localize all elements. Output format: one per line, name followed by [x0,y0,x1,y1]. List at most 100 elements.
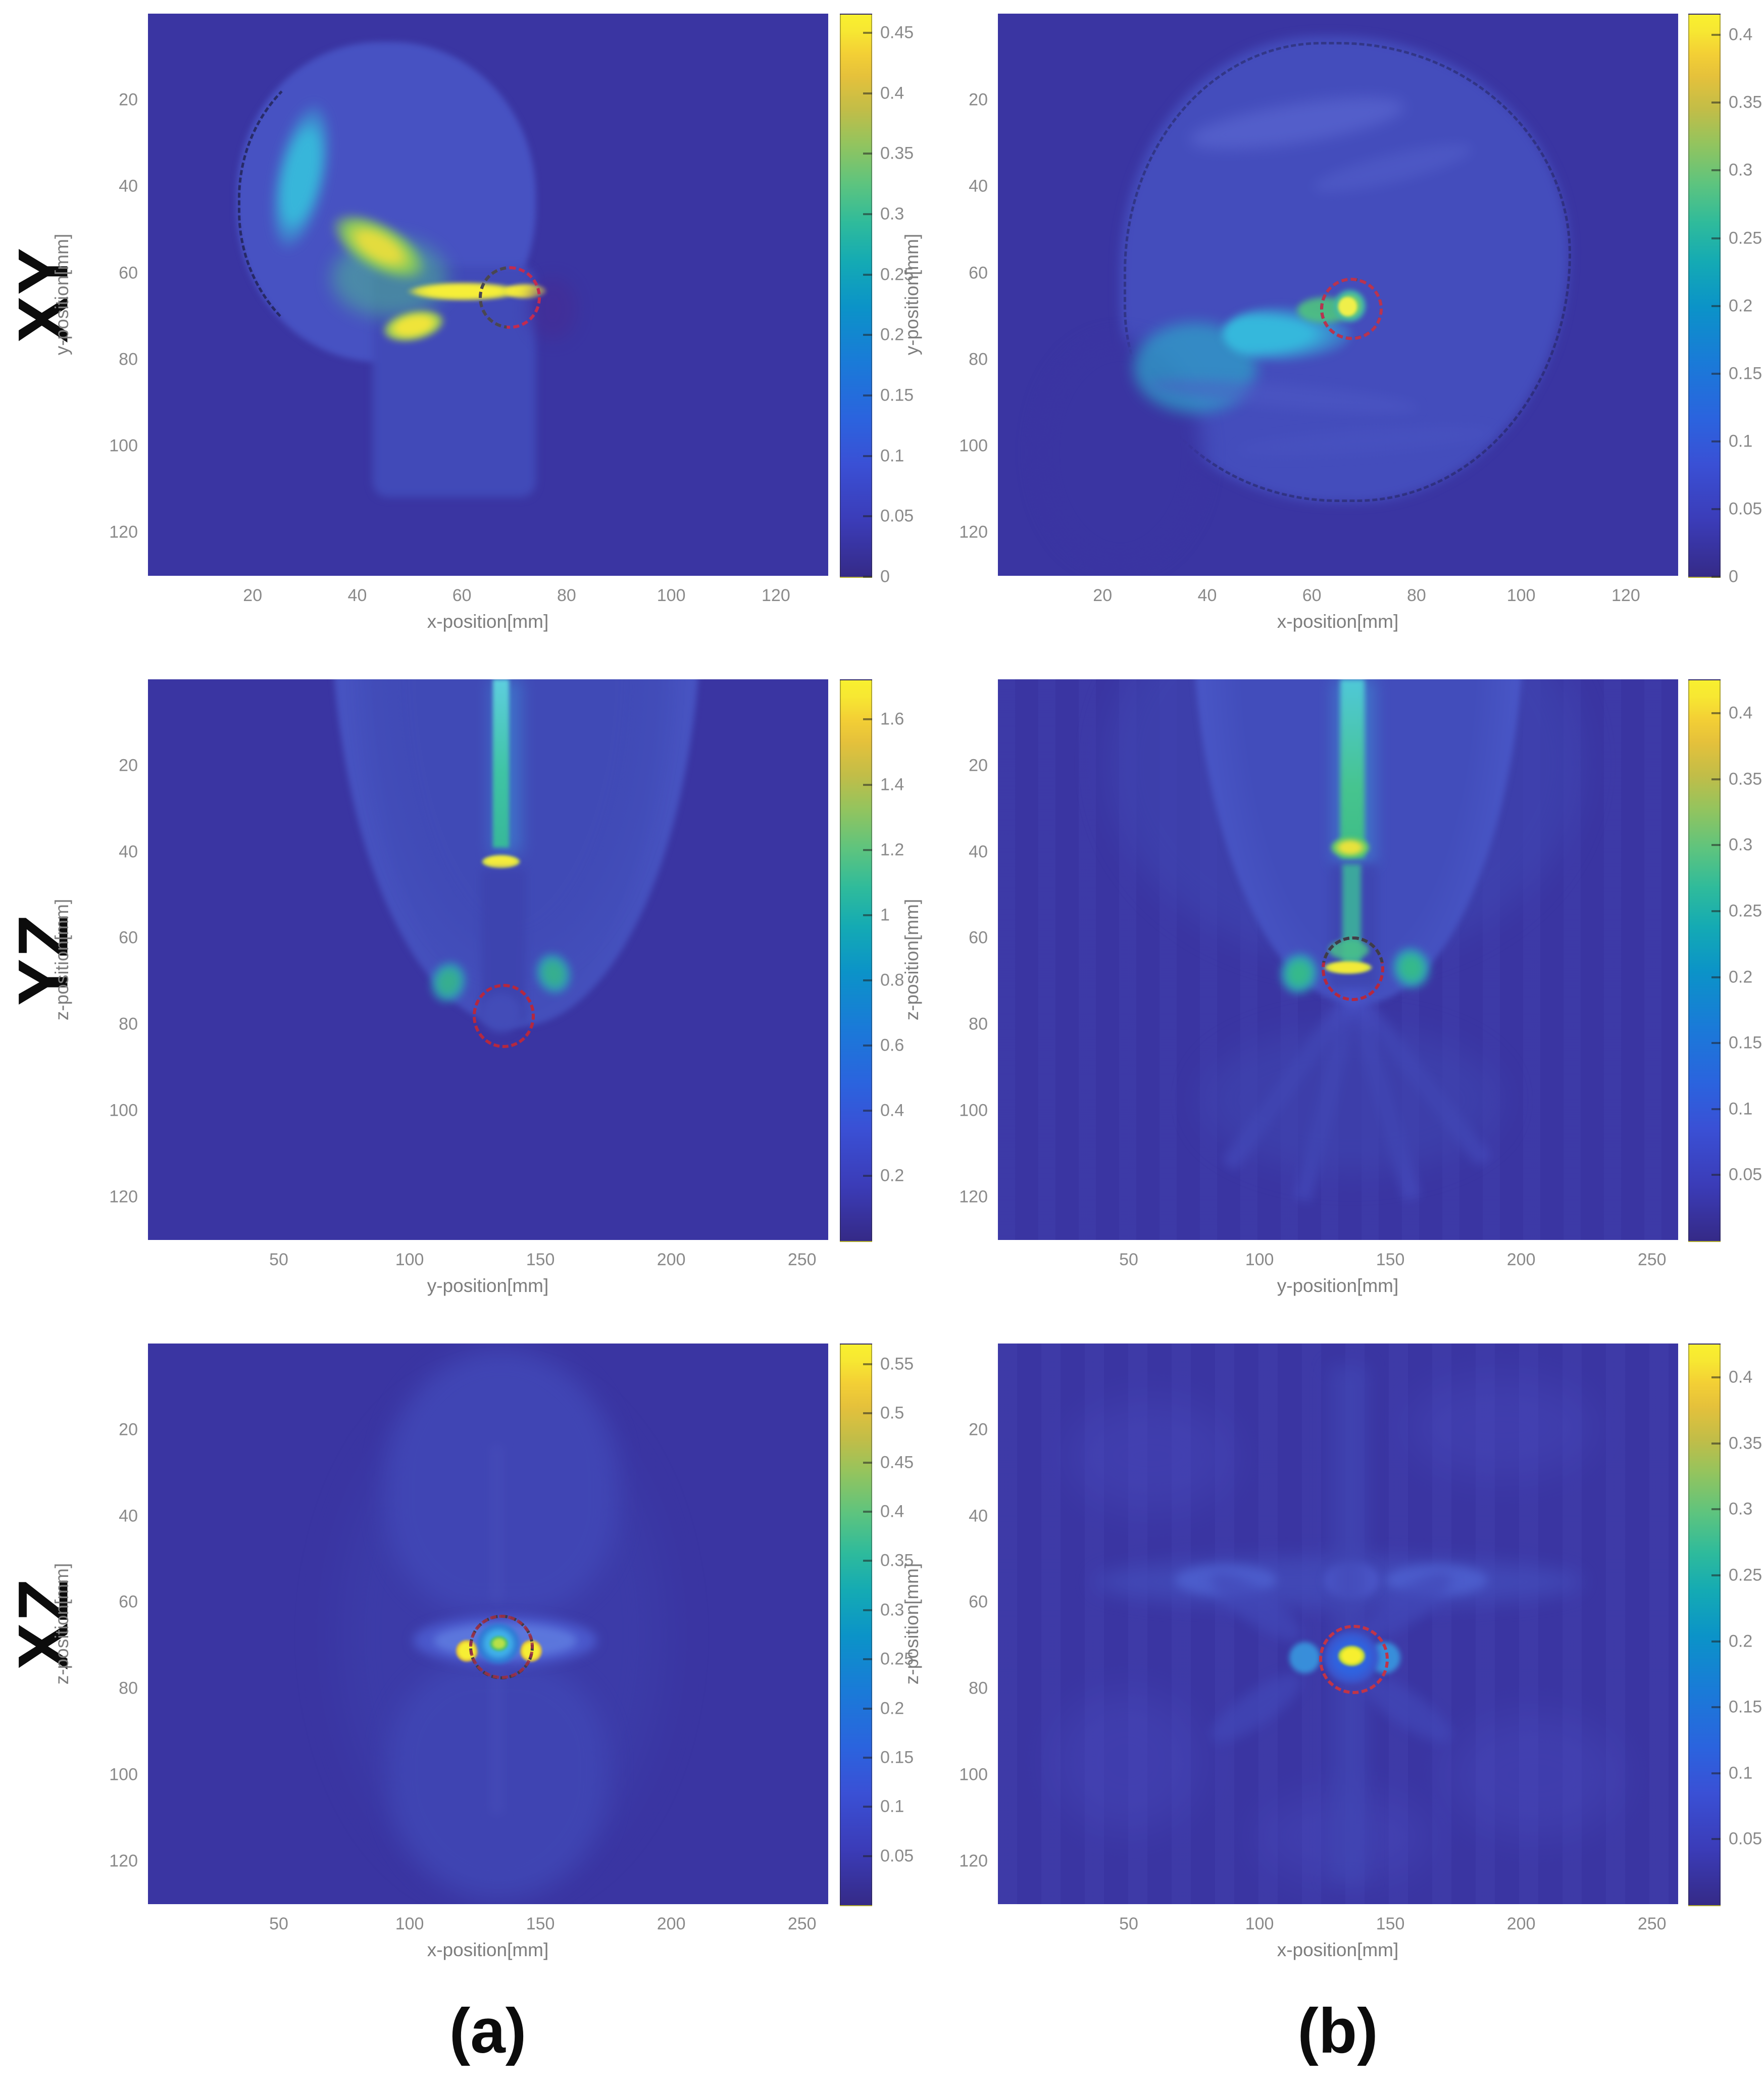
heat-region [1202,1027,1501,1173]
colorbar-tick-label: 0.1 [880,446,904,466]
x-tick-label: 20 [1093,586,1113,605]
colorbar-tick-mark [1711,305,1721,307]
y-tick-label: 60 [119,263,138,283]
colorbar-tick-mark [863,576,872,578]
heat-region [490,1444,504,1602]
y-tick-label: 20 [969,756,988,775]
x-tick-label: 100 [395,1914,424,1933]
colorbar-ticks: 0.45 0.4 0.35 0.3 0.25 0.2 0.15 0.1 0.05 0 [841,15,914,586]
x-axis-label: y-position[mm] [427,1275,549,1296]
x-tick-label: 50 [1119,1250,1138,1269]
x-tick-label: 50 [1119,1914,1138,1933]
x-tick-label: 250 [787,1914,817,1933]
target-circle [1319,1625,1389,1694]
heat-region [1406,1377,1597,1478]
colorbar-tick-mark [863,783,872,786]
colorbar-tick-label: 0.4 [1729,1367,1753,1387]
colorbar-tick-label: 0.15 [1729,1033,1762,1053]
colorbar-tick-label: 0.05 [1729,499,1762,519]
y-tick-label: 20 [969,1420,988,1439]
colorbar-tick-mark [863,455,872,457]
colorbar-tick-label: 0.2 [1729,1631,1753,1651]
colorbar-tick-mark [1711,1442,1721,1445]
colorbar-tick-mark [1711,440,1721,442]
colorbar-tick-mark [1711,1508,1721,1511]
x-tick-label: 20 [243,586,263,605]
colorbar: 0.4 0.35 0.3 0.25 0.2 0.15 0.1 0.05 0 [1688,14,1762,586]
colorbar-tick-mark [863,1707,872,1710]
colorbar-tick-label: 0.45 [880,23,914,42]
y-tick-label: 40 [969,176,988,196]
colorbar-tick-mark [863,979,872,981]
x-tick-label: 250 [1637,1250,1667,1269]
y-tick-label: 60 [119,1592,138,1612]
colorbar-tick-label: 1.2 [880,840,904,860]
colorbar-tick-label: 0.3 [1729,835,1753,855]
y-tick-label: 80 [969,1014,988,1034]
colorbar-tick-mark [1711,508,1721,510]
y-tick-label: 120 [959,522,988,542]
target-circle-gray [469,1615,534,1679]
colorbar-tick-label: 0.35 [1729,92,1762,112]
y-tick-label: 20 [119,1420,138,1439]
colorbar-tick-mark [1711,778,1721,780]
x-axis-ticks: 20 40 60 80 100 120 [148,586,828,611]
x-tick-label: 40 [1197,586,1217,605]
colorbar-tick-label: 0 [880,567,890,586]
x-tick-label: 200 [1506,1250,1536,1269]
x-tick-label: 200 [1506,1914,1536,1933]
colorbar-tick-label: 0.35 [1729,1433,1762,1453]
y-axis-label: y-position[mm] [901,233,922,356]
colorbar-tick-label: 0.8 [880,970,904,990]
y-tick-label: 80 [119,1678,138,1698]
colorbar-tick-label: 0.4 [1729,703,1753,723]
colorbar-tick-mark [863,92,872,94]
y-axis-label: z-position[mm] [52,899,72,1021]
colorbar-tick-label: 0.4 [880,83,904,103]
colorbar-tick-label: 0.15 [880,1748,914,1767]
colorbar-tick-label: 0.05 [880,506,914,526]
y-tick-label: 20 [119,90,138,110]
x-tick-label: 120 [762,586,790,605]
y-tick-label: 20 [119,756,138,775]
colorbar-tick-label: 0.1 [1729,1099,1753,1119]
colorbar-tick-mark [1711,372,1721,375]
x-tick-label: 250 [787,1250,817,1269]
colorbar-tick-label: 0 [1729,567,1738,586]
x-tick-label: 80 [1407,586,1426,605]
colorbar-tick-mark [1711,1042,1721,1045]
heat-region [1447,1713,1624,1837]
y-tick-label: 40 [119,176,138,196]
colorbar: 0.45 0.4 0.35 0.3 0.25 0.2 0.15 0.1 0.05 0 [840,14,914,586]
colorbar-tick-label: 0.2 [880,1699,904,1718]
y-tick-label: 60 [969,928,988,948]
y-tick-label: 60 [119,928,138,948]
colorbar-tick-label: 0.3 [1729,160,1753,180]
x-tick-label: 150 [526,1250,555,1269]
heat-region [1340,679,1365,859]
colorbar-tick-label: 0.55 [880,1354,914,1374]
x-axis-ticks: 50 100 150 200 250 [148,1250,828,1275]
y-tick-label: 100 [959,436,988,456]
x-tick-label: 50 [269,1250,288,1269]
target-circle-gray [1320,278,1383,340]
colorbar-tick-label: 1.4 [880,775,904,794]
colorbar-tick-mark [863,153,872,155]
col-label-a: (a) [449,1996,527,2066]
colorbar-tick-label: 0.6 [880,1035,904,1055]
y-tick-label: 120 [959,1187,988,1207]
col-label-b: (b) [1297,1996,1378,2066]
y-axis-label: z-position[mm] [901,899,922,1021]
heatmap-xz-a [148,1344,828,1904]
colorbar-tick-label: 0.2 [880,325,904,344]
y-tick-label: 40 [119,1506,138,1526]
colorbar-ticks: 0.4 0.35 0.3 0.25 0.2 0.15 0.1 0.05 [1689,680,1762,1241]
colorbar-tick-label: 0.1 [1729,431,1753,451]
y-tick-label: 80 [969,1678,988,1698]
colorbar-tick-mark [863,1855,872,1857]
x-tick-label: 80 [557,586,576,605]
colorbar-tick-mark [1711,1706,1721,1709]
colorbar-tick-label: 0.1 [1729,1763,1753,1783]
y-tick-label: 100 [959,1765,988,1784]
